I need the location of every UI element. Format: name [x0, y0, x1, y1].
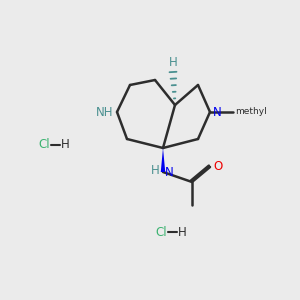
Text: H: H [178, 226, 187, 238]
Text: N: N [213, 106, 222, 118]
Text: H: H [61, 139, 70, 152]
Text: methyl: methyl [235, 107, 267, 116]
Text: H: H [151, 164, 160, 178]
Text: Cl: Cl [38, 139, 50, 152]
Text: Cl: Cl [155, 226, 166, 238]
Text: N: N [165, 166, 174, 178]
Text: NH: NH [95, 106, 113, 118]
Text: H: H [169, 56, 177, 69]
Text: O: O [213, 160, 222, 172]
Polygon shape [161, 148, 165, 172]
